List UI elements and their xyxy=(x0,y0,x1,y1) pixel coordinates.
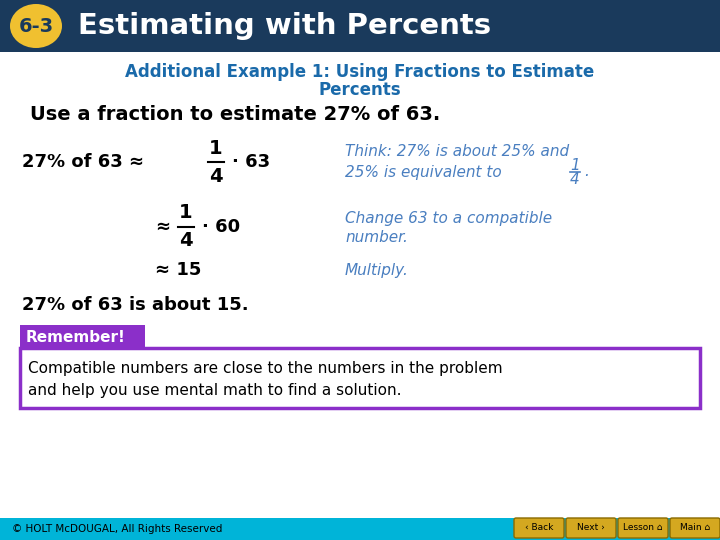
Text: and help you use mental math to find a solution.: and help you use mental math to find a s… xyxy=(28,382,402,397)
FancyBboxPatch shape xyxy=(20,348,700,408)
Text: 6-3: 6-3 xyxy=(19,17,53,36)
Text: © HOLT McDOUGAL, All Rights Reserved: © HOLT McDOUGAL, All Rights Reserved xyxy=(12,524,222,534)
Text: Use a fraction to estimate 27% of 63.: Use a fraction to estimate 27% of 63. xyxy=(30,105,440,125)
FancyBboxPatch shape xyxy=(618,518,668,538)
Text: Next ›: Next › xyxy=(577,523,605,532)
Text: Remember!: Remember! xyxy=(26,330,126,346)
Text: Multiply.: Multiply. xyxy=(345,262,409,278)
Text: ≈ 15: ≈ 15 xyxy=(155,261,202,279)
FancyBboxPatch shape xyxy=(20,325,145,350)
Ellipse shape xyxy=(10,4,62,48)
Text: number.: number. xyxy=(345,231,408,246)
Text: Lesson ⌂: Lesson ⌂ xyxy=(624,523,663,532)
Text: · 63: · 63 xyxy=(232,153,270,171)
Text: 1: 1 xyxy=(570,158,580,172)
Text: Percents: Percents xyxy=(319,81,401,99)
Text: Main ⌂: Main ⌂ xyxy=(680,523,710,532)
FancyBboxPatch shape xyxy=(670,518,720,538)
Text: · 60: · 60 xyxy=(202,218,240,236)
Text: Compatible numbers are close to the numbers in the problem: Compatible numbers are close to the numb… xyxy=(28,361,503,375)
Text: ≈: ≈ xyxy=(155,218,170,236)
Text: 1: 1 xyxy=(210,138,222,158)
FancyBboxPatch shape xyxy=(566,518,616,538)
Text: 27% of 63 is about 15.: 27% of 63 is about 15. xyxy=(22,296,248,314)
Text: 4: 4 xyxy=(570,172,580,187)
Text: 27% of 63 ≈: 27% of 63 ≈ xyxy=(22,153,144,171)
Text: Additional Example 1: Using Fractions to Estimate: Additional Example 1: Using Fractions to… xyxy=(125,63,595,81)
FancyBboxPatch shape xyxy=(514,518,564,538)
Text: 25% is equivalent to: 25% is equivalent to xyxy=(345,165,502,179)
Text: .: . xyxy=(584,165,589,179)
Text: Think: 27% is about 25% and: Think: 27% is about 25% and xyxy=(345,145,569,159)
FancyBboxPatch shape xyxy=(0,0,720,52)
Text: Change 63 to a compatible: Change 63 to a compatible xyxy=(345,211,552,226)
Text: 1: 1 xyxy=(179,204,193,222)
Text: 4: 4 xyxy=(210,166,222,186)
Text: 4: 4 xyxy=(179,232,193,251)
Text: ‹ Back: ‹ Back xyxy=(525,523,553,532)
Text: Estimating with Percents: Estimating with Percents xyxy=(78,12,491,40)
FancyBboxPatch shape xyxy=(0,518,720,540)
